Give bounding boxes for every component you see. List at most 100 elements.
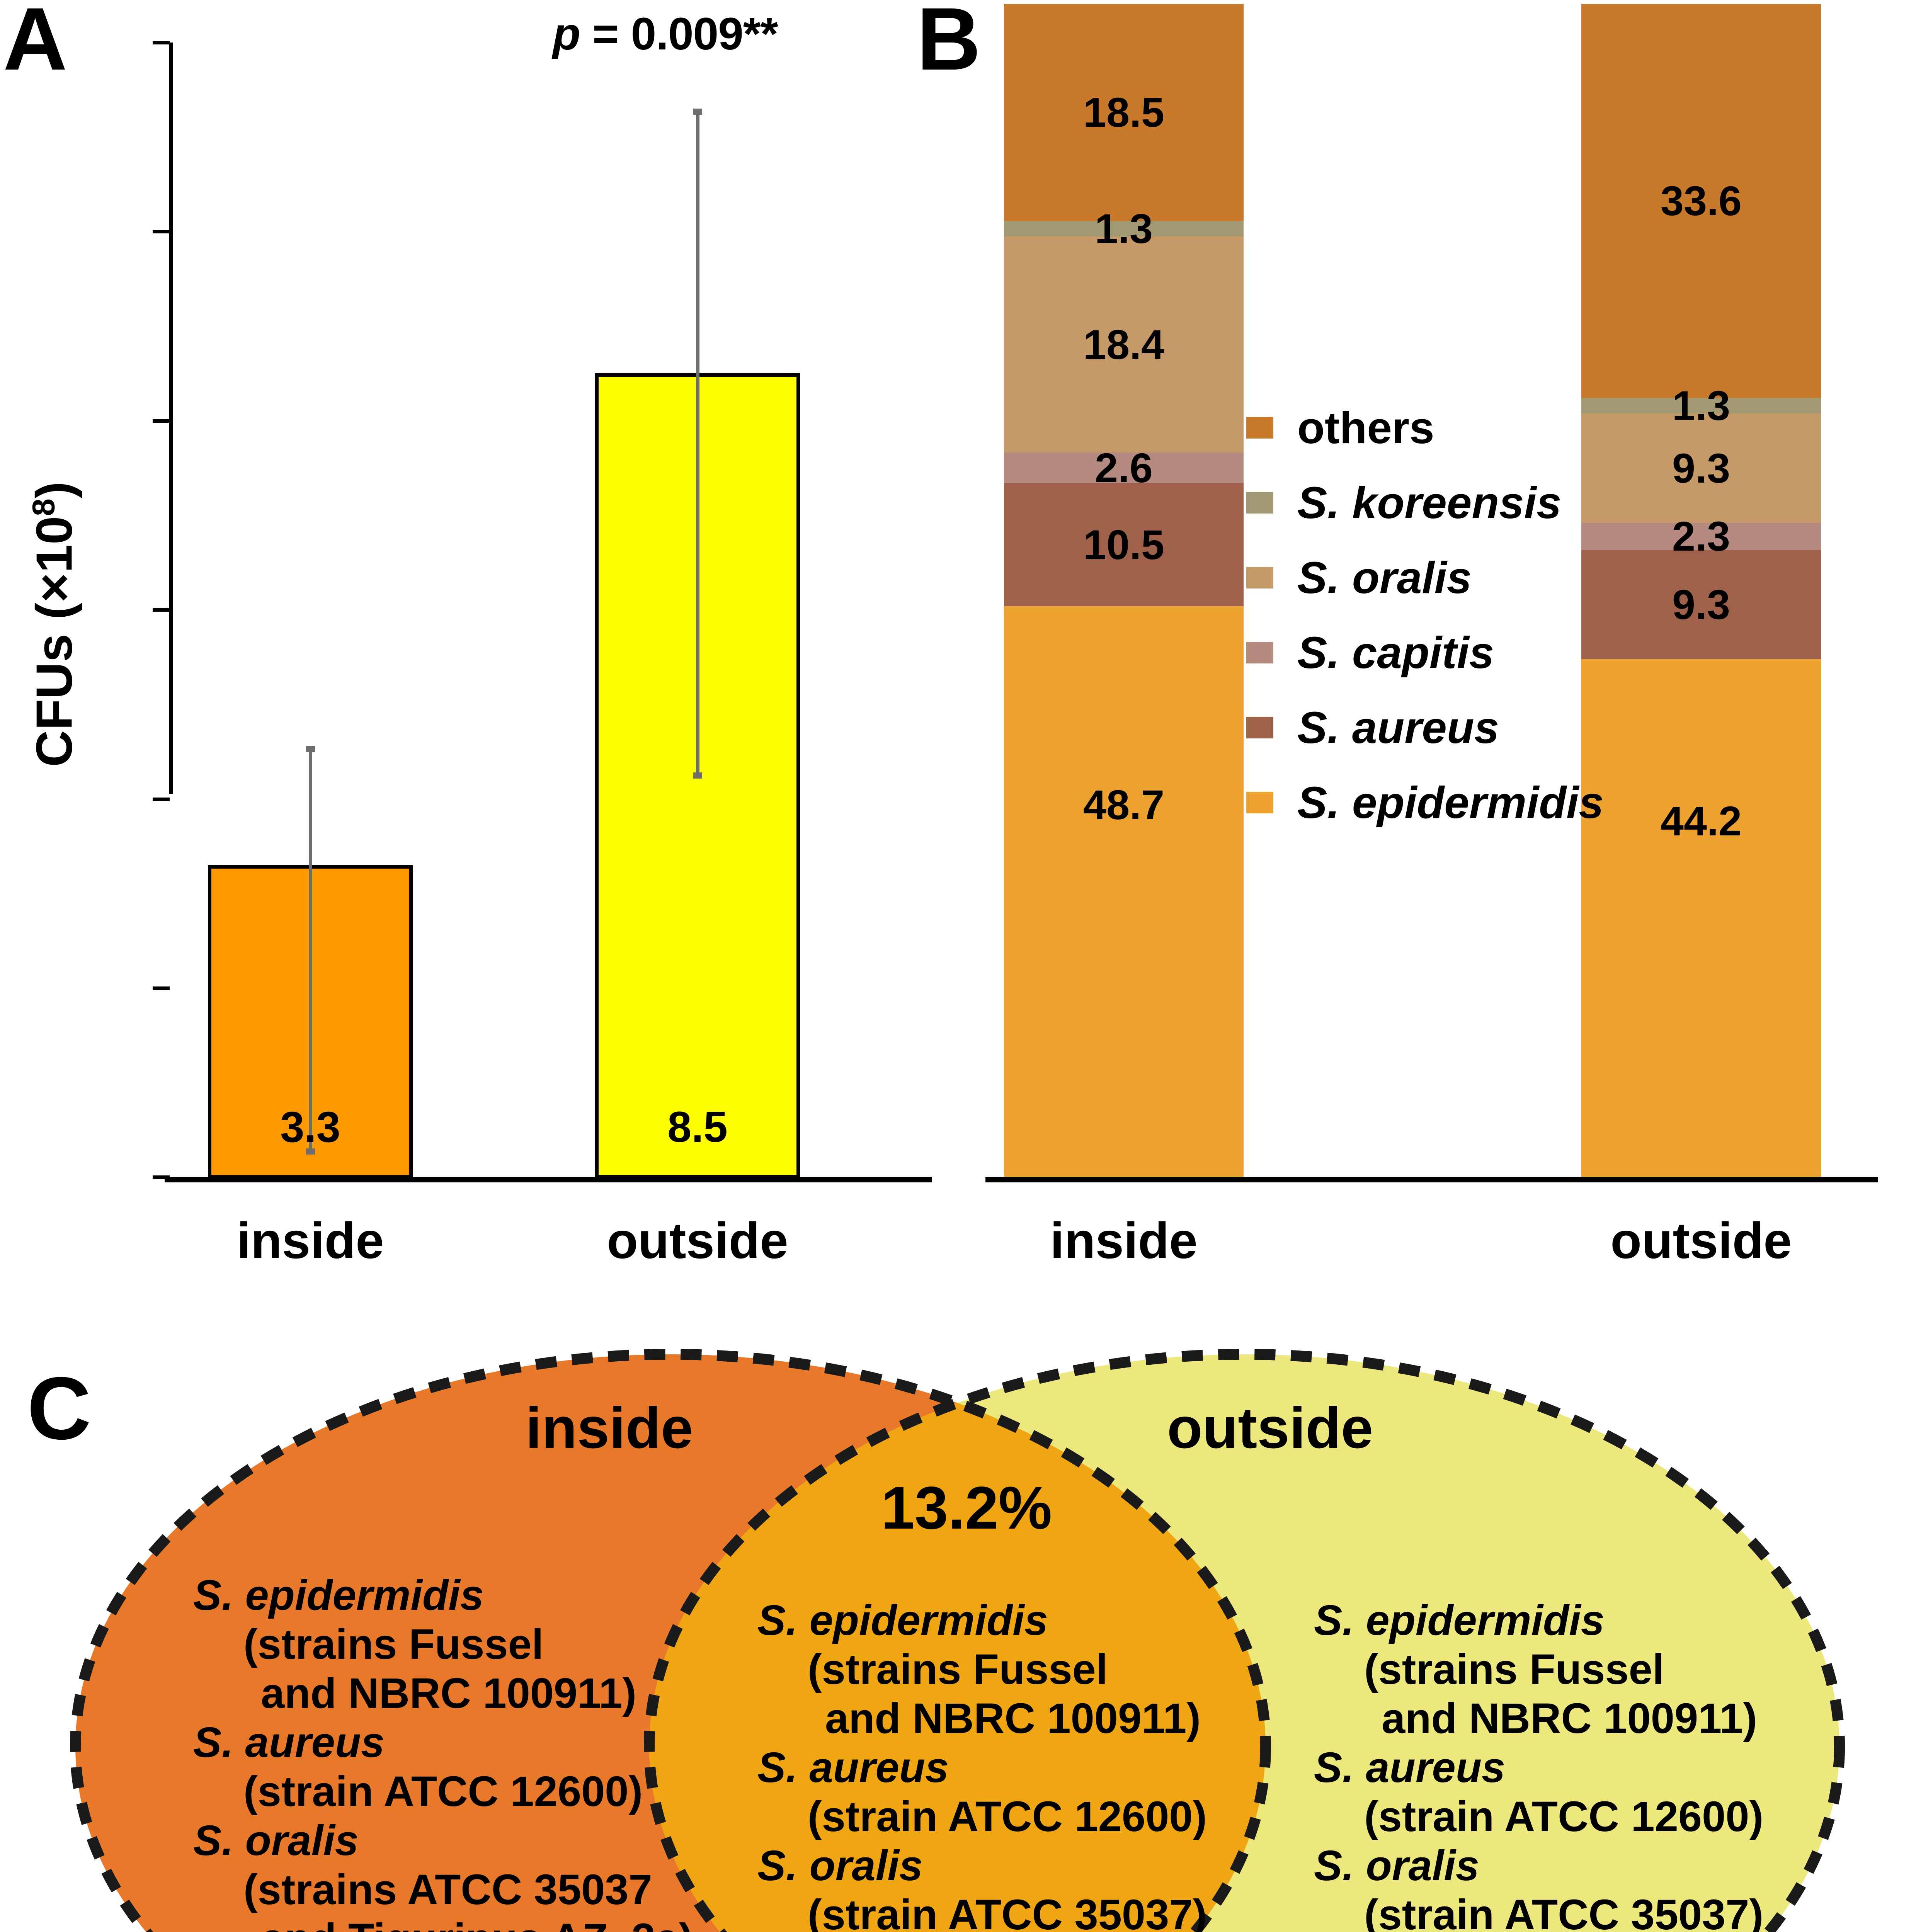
panel-b-x-label-inside: inside — [1050, 1212, 1198, 1269]
legend-swatch-epidermidis-icon — [1246, 792, 1273, 813]
panel-b-letter: B — [917, 0, 981, 88]
errorbar-outside-line — [696, 110, 699, 776]
venn-title-outside: outside — [1167, 1395, 1373, 1460]
panel-b: B 18.5 1.3 18.4 2.6 10.5 48.7 — [917, 0, 1916, 1333]
y-tick-8 — [153, 419, 170, 423]
venn-outside-species-2: S. aureus — [1314, 1744, 1506, 1792]
legend-item-epidermidis[interactable]: S. epidermidis — [1246, 765, 1604, 840]
venn-inside-species-2: S. aureus — [193, 1719, 385, 1767]
venn-overlap-species-3: S. oralis — [757, 1842, 923, 1890]
venn-outline-outside — [644, 1349, 1845, 1932]
venn-inside-strain-1b: and NBRC 100911) — [261, 1670, 637, 1718]
segment-inside-aureus: 10.5 — [1004, 483, 1244, 606]
p-value-text: = 0.009** — [580, 9, 778, 60]
venn-inside-species-1: S. epidermidis — [193, 1571, 484, 1619]
segment-outside-epidermidis: 44.2 — [1581, 659, 1821, 1177]
y-axis-label-close: ) — [26, 481, 83, 499]
y-axis-label-exponent: 8 — [26, 498, 61, 516]
y-axis-label-main: CFUs (×10 — [26, 516, 83, 767]
venn-outside-species-3: S. oralis — [1314, 1842, 1479, 1890]
venn-outside-strain-1b: and NBRC 100911) — [1382, 1695, 1758, 1743]
segment-value-inside-epidermidis: 48.7 — [1083, 781, 1165, 828]
venn-list-outside: S. epidermidis (strains Fussel and NBRC … — [1314, 1596, 1763, 1932]
y-axis-label: CFUs (×108) — [25, 315, 83, 934]
bar-value-inside: 3.3 — [280, 1103, 340, 1151]
panel-a: A p = 0.009** CFUs (×108) 12 10 8 6 4 2 … — [0, 0, 935, 1333]
segment-value-outside-aureus: 9.3 — [1672, 581, 1731, 628]
segment-value-inside-koreensis: 1.3 — [1094, 205, 1153, 252]
panel-c-letter: C — [27, 1359, 92, 1458]
legend-label-aureus: S. aureus — [1297, 702, 1499, 753]
venn-overlap-strain-1b: and NBRC 100911) — [825, 1695, 1201, 1743]
stacked-bar-outside: 33.6 1.3 9.3 2.3 9.3 44.2 — [1581, 4, 1821, 1177]
x-label-inside: inside — [237, 1212, 384, 1269]
venn-outside-species-1: S. epidermidis — [1314, 1597, 1605, 1644]
y-tick-6 — [153, 608, 170, 612]
legend-item-aureus[interactable]: S. aureus — [1246, 690, 1548, 765]
bar-value-outside: 8.5 — [667, 1103, 728, 1151]
legend-swatch-koreensis-icon — [1246, 492, 1273, 514]
segment-value-inside-others: 18.5 — [1083, 89, 1165, 136]
legend-swatch-capitis-icon — [1246, 642, 1273, 663]
venn-inside-strain-3b: and Tigurinus AZ_3a) — [193, 1914, 693, 1932]
errorbar-inside-cap-bottom — [306, 1148, 315, 1155]
segment-outside-koreensis: 1.3 — [1581, 385, 1821, 427]
panel-b-legend: others S. koreensis S. oralis S. capitis… — [1246, 390, 1604, 840]
legend-label-capitis: S. capitis — [1297, 628, 1494, 678]
panel-a-letter: A — [3, 0, 68, 88]
legend-swatch-oralis-icon — [1246, 567, 1273, 588]
venn-overlap-strain-3a: (strain ATCC 35037) — [808, 1891, 1207, 1932]
venn-inside-species-3: S. oralis — [193, 1817, 359, 1865]
segment-outside-oralis: 9.3 — [1581, 413, 1821, 523]
venn-inside-strain-2a: (strain ATCC 12600) — [243, 1768, 643, 1816]
legend-label-others: others — [1297, 403, 1434, 453]
stacked-bar-inside: 18.5 1.3 18.4 2.6 10.5 48.7 — [1004, 4, 1244, 1177]
y-tick-12 — [153, 41, 170, 44]
venn-outside-strain-3a: (strain ATCC 35037) — [1364, 1891, 1764, 1932]
errorbar-outside-cap-top — [693, 109, 702, 115]
y-tick-10 — [153, 230, 170, 233]
venn-list-overlap: S. epidermidis (strains Fussel and NBRC … — [757, 1596, 1207, 1932]
venn-outside-strain-2a: (strain ATCC 12600) — [1364, 1793, 1764, 1841]
legend-item-capitis[interactable]: S. capitis — [1246, 615, 1548, 690]
venn-inside-strain-1a: (strains Fussel — [243, 1621, 544, 1668]
x-label-outside: outside — [607, 1212, 788, 1269]
venn-outline-inside — [70, 1349, 1271, 1932]
segment-value-inside-oralis: 18.4 — [1083, 321, 1165, 368]
venn-overlap-percent: 13.2% — [881, 1475, 1052, 1542]
venn-overlap-strain-1a: (strains Fussel — [808, 1646, 1108, 1694]
segment-outside-capitis: 2.3 — [1581, 515, 1821, 557]
segment-value-outside-koreensis: 1.3 — [1672, 382, 1731, 429]
panel-b-x-axis-line — [985, 1177, 1878, 1182]
segment-value-inside-aureus: 10.5 — [1083, 521, 1165, 568]
venn-overlap-strain-2a: (strain ATCC 12600) — [808, 1793, 1207, 1841]
legend-label-oralis: S. oralis — [1297, 553, 1472, 603]
segment-inside-others: 18.5 — [1004, 4, 1244, 221]
venn-overlap-region — [649, 1354, 1266, 1932]
segment-value-outside-capitis: 2.3 — [1672, 513, 1731, 560]
segment-inside-oralis: 18.4 — [1004, 236, 1244, 452]
segment-outside-aureus: 9.3 — [1581, 550, 1821, 659]
errorbar-inside-line — [309, 747, 312, 1151]
venn-diagram — [70, 1349, 1845, 1932]
legend-item-oralis[interactable]: S. oralis — [1246, 540, 1548, 615]
y-tick-2 — [153, 986, 170, 990]
legend-item-koreensis[interactable]: S. koreensis — [1246, 465, 1561, 540]
legend-label-epidermidis: S. epidermidis — [1297, 777, 1604, 828]
venn-overlap-species-1: S. epidermidis — [757, 1597, 1048, 1644]
legend-swatch-aureus-icon — [1246, 717, 1273, 738]
venn-list-inside: S. epidermidis (strains Fussel and NBRC … — [193, 1571, 693, 1932]
segment-value-outside-oralis: 9.3 — [1672, 444, 1731, 492]
errorbar-inside-cap-top — [306, 746, 315, 752]
legend-item-others[interactable]: others — [1246, 390, 1548, 465]
segment-outside-others: 33.6 — [1581, 4, 1821, 398]
segment-value-outside-others: 33.6 — [1660, 177, 1742, 224]
venn-inside-strain-3a: (strains ATCC 35037 — [243, 1866, 652, 1914]
panel-b-x-label-outside: outside — [1610, 1212, 1792, 1269]
panel-c: C inside outside 13.2% S. epidermidis (s… — [0, 1333, 1916, 1932]
legend-label-koreensis: S. koreensis — [1297, 478, 1562, 528]
segment-inside-capitis: 2.6 — [1004, 447, 1244, 488]
y-tick-4 — [153, 798, 170, 801]
y-axis-line — [169, 43, 173, 794]
